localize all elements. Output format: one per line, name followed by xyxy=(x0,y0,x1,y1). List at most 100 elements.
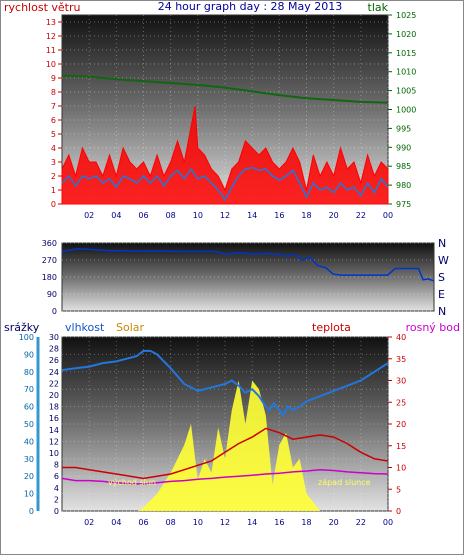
humidity-tick-label: 0 xyxy=(54,507,59,516)
humidity-tick-label: 14 xyxy=(49,426,59,435)
hour-tick-label: 12 xyxy=(220,211,230,220)
humidity-tick-label: 4 xyxy=(54,484,59,493)
solar-series xyxy=(62,380,388,511)
humidity-tick-label: 30 xyxy=(49,333,59,342)
hour-tick-label: 02 xyxy=(84,211,94,220)
wind-tick-label: 1 xyxy=(51,186,56,195)
wind-axis-label: rychlost větru xyxy=(4,1,80,14)
rain-tick-label: 50 xyxy=(24,420,34,429)
temperature-tick-label: 0 xyxy=(396,507,401,516)
rain-label: srážky xyxy=(4,321,40,334)
wind-tick-label: 3 xyxy=(51,158,56,167)
hour-tick-label: 16 xyxy=(274,211,284,220)
pressure-tick-label: 1025 xyxy=(396,11,416,20)
hour-tick-label: 00 xyxy=(383,211,393,220)
hour-tick-label: 20 xyxy=(329,211,339,220)
pressure-tick-label: 975 xyxy=(396,200,411,209)
direction-tick-label: 0 xyxy=(52,307,57,316)
temperature-tick-label: 30 xyxy=(396,377,406,386)
wind-tick-label: 10 xyxy=(46,60,56,69)
temperature-tick-label: 40 xyxy=(396,333,406,342)
wind-tick-label: 6 xyxy=(51,116,56,125)
humidity-series xyxy=(61,349,389,418)
hour-tick-label: 10 xyxy=(193,211,203,220)
wind-pressure-plot-area xyxy=(61,14,389,205)
temperature-tick-label: 15 xyxy=(396,442,406,451)
hour-tick-label: 08 xyxy=(166,211,176,220)
solar-label: Solar xyxy=(116,321,145,334)
pressure-tick-label: 1020 xyxy=(396,30,416,39)
wind-pressure-series xyxy=(61,74,389,205)
wind-tick-label: 2 xyxy=(51,172,56,181)
humidity-tick-label: 20 xyxy=(49,391,59,400)
wind-tick-label: 7 xyxy=(51,102,56,111)
humidity-tick-label: 2 xyxy=(54,495,59,504)
hour-tick-label: 06 xyxy=(138,211,148,220)
humidity-label: vlhkost xyxy=(65,321,105,334)
wind-tick-label: 0 xyxy=(51,200,56,209)
pressure-tick-label: 1010 xyxy=(396,68,416,77)
sunset-annotation: západ slunce xyxy=(318,478,371,487)
wind-direction-series xyxy=(61,247,435,282)
pressure-tick-label: 1000 xyxy=(396,106,416,115)
wind-tick-label: 11 xyxy=(46,46,56,55)
wind-tick-label: 9 xyxy=(51,74,56,83)
direction-tick-label: 180 xyxy=(42,273,57,282)
humidity-tick-label: 26 xyxy=(49,356,59,365)
chart-title: 24 hour graph day : 28 May 2013 xyxy=(158,0,343,13)
rain-humidity-solar-temp-series xyxy=(61,349,389,511)
wind-average-series xyxy=(61,166,389,202)
temperature-tick-label: 20 xyxy=(396,420,406,429)
dewpoint-label: rosný bod xyxy=(406,321,460,334)
rain-tick-label: 70 xyxy=(24,385,34,394)
wind-tick-label: 5 xyxy=(51,130,56,139)
hour-tick-label: 14 xyxy=(247,211,257,220)
pressure-tick-label: 990 xyxy=(396,143,411,152)
direction-tick-label: 270 xyxy=(42,256,57,265)
direction-tick-label: 360 xyxy=(42,239,57,248)
humidity-tick-label: 12 xyxy=(49,437,59,446)
wind-direction-series xyxy=(61,247,435,282)
pressure-series xyxy=(61,74,389,104)
hour-tick-label: 02 xyxy=(84,518,94,527)
pressure-axis-label: tlak xyxy=(368,1,389,14)
pressure-tick-label: 1015 xyxy=(396,49,416,58)
hour-tick-label: 12 xyxy=(220,518,230,527)
pressure-tick-label: 1005 xyxy=(396,87,416,96)
compass-label: S xyxy=(438,271,445,284)
temperature-series xyxy=(62,427,389,480)
hour-tick-label: 18 xyxy=(301,518,311,527)
rain-tick-label: 0 xyxy=(29,507,34,516)
sunrise-annotation: východ slun xyxy=(108,478,156,487)
humidity-tick-label: 8 xyxy=(54,461,59,470)
wind-tick-label: 8 xyxy=(51,88,56,97)
wind-tick-label: 13 xyxy=(46,18,56,27)
direction-tick-label: 90 xyxy=(47,290,57,299)
rain-tick-label: 40 xyxy=(24,437,34,446)
hour-tick-label: 18 xyxy=(301,211,311,220)
wind-tick-label: 12 xyxy=(46,32,56,41)
temperature-tick-label: 35 xyxy=(396,355,406,364)
temperature-tick-label: 5 xyxy=(396,485,401,494)
rain-tick-label: 60 xyxy=(24,403,34,412)
temperature-label: teplota xyxy=(312,321,351,334)
hour-tick-label: 20 xyxy=(329,518,339,527)
humidity-tick-label: 6 xyxy=(54,472,59,481)
pressure-tick-label: 980 xyxy=(396,181,411,190)
hour-tick-label: 14 xyxy=(247,518,257,527)
rain-humidity-solar-temp-axes: 0102030405060708090100024681012141618202… xyxy=(19,333,406,527)
wind-pressure-axes: 0123456789101112139759809859909951000100… xyxy=(46,11,417,220)
hour-tick-label: 00 xyxy=(383,518,393,527)
temperature-tick-label: 25 xyxy=(396,398,406,407)
rain-tick-label: 90 xyxy=(24,350,34,359)
rain-tick-label: 10 xyxy=(24,490,34,499)
wind-direction-axes: 0 N 90 E 180 S 270 W 360 N xyxy=(42,237,449,318)
humidity-tick-label: 18 xyxy=(49,403,59,412)
rain-tick-label: 100 xyxy=(19,333,34,342)
humidity-tick-label: 28 xyxy=(49,345,59,354)
compass-label: N xyxy=(438,305,446,318)
hour-tick-label: 22 xyxy=(356,518,366,527)
hour-tick-label: 16 xyxy=(274,518,284,527)
humidity-tick-label: 16 xyxy=(49,414,59,423)
